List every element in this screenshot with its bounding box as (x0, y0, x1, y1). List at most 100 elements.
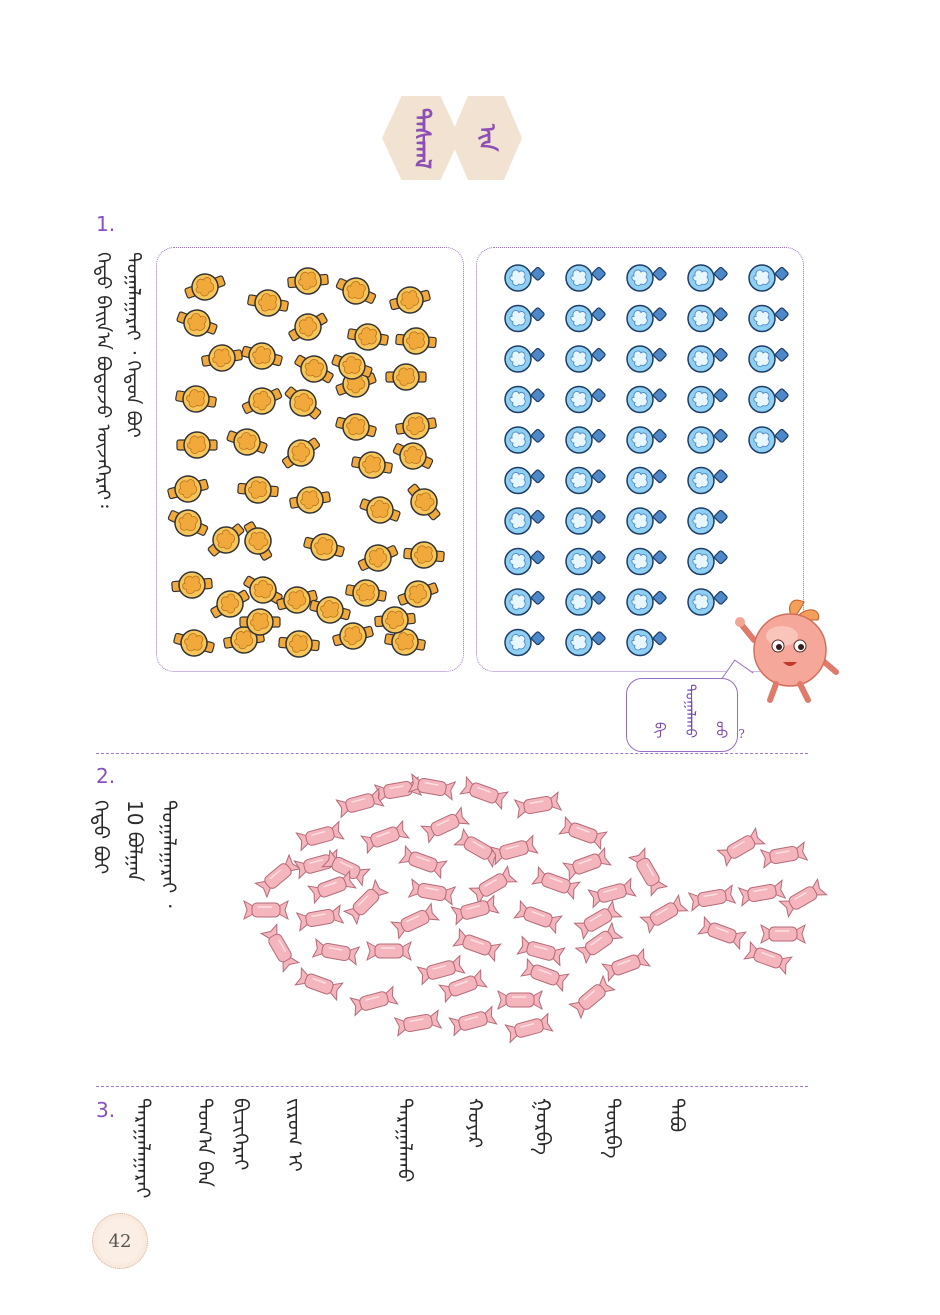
candy-53 (697, 916, 747, 950)
blue-item-c4-r3 (687, 345, 729, 373)
page-number: 42 (108, 1230, 132, 1252)
blue-item-c3-r1 (626, 264, 668, 292)
blue-item-c3-r5 (626, 426, 668, 454)
blue-item-c3-r3 (626, 345, 668, 373)
candy-2 (408, 773, 456, 801)
yellow-item-14 (385, 363, 427, 391)
section-3-instruction-c: ᠪᠢᠴᠢᠭᠡᠷᠡᠢ (229, 1098, 253, 1171)
bubble-line-3: ᠦᠦ (712, 720, 729, 739)
yellow-item-6 (173, 303, 221, 343)
section-1-instruction-b: ᠲᠣᠭᠠᠯᠠᠭᠠᠷᠠᠢ ᠂ ᠬᠡᠳᠦᠨ ᠪᠤᠢ (122, 252, 144, 438)
candy-25 (296, 904, 344, 932)
blue-item-c1-r5 (504, 426, 546, 454)
candy-15 (398, 845, 448, 879)
candy-48 (716, 827, 766, 867)
blue-item-c4-r6 (687, 466, 729, 495)
candy-20 (408, 878, 456, 906)
peach-mascot (735, 599, 839, 703)
blue-item-c4-r1 (687, 264, 729, 292)
candy-11 (558, 816, 608, 850)
section-2-instruction-a: ᠬᠡᠳᠦ ᠪᠤᠢ (89, 800, 113, 875)
section-3-word-5: ᠲᠠᠪᠤ (665, 1098, 689, 1133)
title-hexagon-right: ᠢᠨ (450, 96, 522, 180)
candy-fish (243, 773, 828, 1044)
bubble-question-mark: ? (738, 727, 745, 742)
candy-55 (743, 941, 793, 975)
blue-items-box (476, 247, 804, 672)
yellow-item-30 (163, 502, 213, 544)
candy-16 (562, 847, 612, 881)
blue-item-c4-r8 (687, 547, 729, 576)
yellow-item-31 (201, 516, 251, 564)
candy-7 (360, 820, 410, 854)
blue-item-c5-r4 (748, 385, 790, 414)
bubble-line-2: ᠲᠣᠭᠠᠯᠠᠬᠤ (681, 684, 698, 739)
blue-item-c3-r7 (626, 507, 668, 535)
blue-item-c1-r4 (504, 385, 546, 414)
blue-item-c3-r4 (626, 385, 668, 414)
blue-item-c2-r1 (565, 264, 607, 292)
blue-item-c3-r2 (626, 304, 668, 333)
candy-38 (601, 948, 651, 982)
section-3-instruction-a: ᠳᠠᠷᠠᠭᠠᠯᠠᠭᠠᠷᠠᠢ (131, 1098, 155, 1199)
candy-12 (254, 854, 302, 898)
blue-items (504, 264, 790, 657)
yellow-item-8 (345, 319, 391, 355)
yellow-item-39 (343, 575, 389, 611)
candy-36 (516, 935, 566, 967)
candy-42 (497, 990, 543, 1010)
yellow-item-27 (287, 482, 333, 518)
yellow-item-5 (386, 281, 434, 319)
blue-item-c3-r9 (626, 588, 668, 616)
yellow-item-12 (289, 346, 339, 392)
blue-item-c2-r8 (565, 547, 607, 576)
yellow-item-17 (278, 379, 328, 427)
candy-39 (294, 967, 344, 1001)
candy-40 (349, 985, 399, 1017)
blue-item-c1-r6 (504, 466, 546, 495)
candy-43 (520, 958, 570, 992)
blue-item-c1-r8 (504, 547, 546, 576)
yellow-item-24 (388, 435, 438, 477)
candy-30 (639, 894, 689, 934)
yellow-item-40 (394, 574, 442, 614)
blue-item-c5-r2 (748, 304, 790, 333)
blue-item-c5-r3 (748, 345, 790, 373)
section-3-instruction-b: ᠲᠣᠭ᠎ᠠ ᠪᠠᠨ (193, 1098, 217, 1187)
section-3-instruction-d: ᠵᠢᠷᠤᠭ ᠢ (283, 1098, 307, 1172)
yellow-item-33 (300, 528, 348, 566)
yellow-item-21 (223, 422, 271, 462)
blue-item-c4-r9 (687, 588, 729, 616)
candy-27 (450, 894, 500, 926)
blue-item-c1-r7 (504, 507, 546, 535)
candy-5 (335, 787, 385, 819)
candy-10 (489, 834, 539, 866)
section-3-number: 3. (96, 1098, 116, 1122)
bubble-line-1: ᠪᠢ (651, 721, 667, 739)
yellow-item-9 (394, 325, 438, 357)
yellow-items-box (156, 247, 464, 672)
candy-49 (760, 841, 808, 869)
candy-46 (448, 1005, 498, 1037)
blue-item-c1-r10 (504, 628, 546, 657)
yellow-item-7 (283, 304, 333, 350)
candy-50 (688, 884, 736, 912)
candy-3 (459, 776, 509, 810)
candy-44 (568, 975, 616, 1019)
blue-item-c4-r5 (687, 426, 729, 454)
title-text-part1: ᠳᠠᠰᠭᠠᠯ (409, 107, 434, 169)
yellow-item-32 (235, 516, 281, 566)
yellow-item-3 (286, 265, 330, 297)
blue-item-c3-r6 (626, 466, 668, 495)
yellow-item-29 (400, 477, 448, 527)
section-3-word-4: ᠳᠥᠷᠪᠡ (601, 1098, 625, 1159)
candy-24 (243, 900, 289, 920)
yellow-item-18 (332, 408, 380, 446)
blue-item-c5-r1 (748, 264, 790, 292)
blue-item-c4-r7 (687, 507, 729, 535)
yellow-item-2 (245, 285, 291, 321)
candy-31 (260, 923, 300, 973)
candy-26 (390, 902, 440, 940)
candy-4 (514, 791, 562, 819)
section-1-instruction-a: ᠬᠡᠳᠦ ᠪᠠᠢᠨ᠎ᠠ ᠪᠤᠳᠤᠵᠤ ᠦᠵᠡᠭᠡᠷᠡᠢ᠄ (92, 252, 114, 508)
